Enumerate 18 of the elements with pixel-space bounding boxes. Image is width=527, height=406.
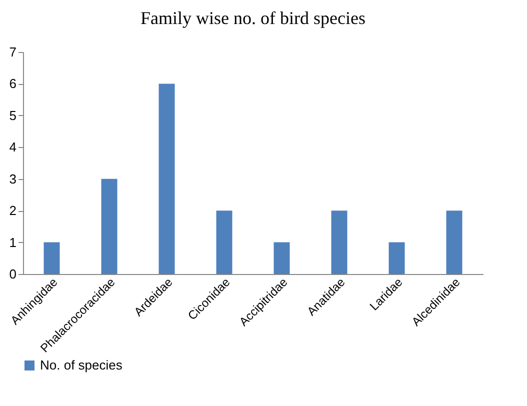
- bar: [101, 178, 118, 274]
- bar: [331, 210, 348, 274]
- y-tick-label: 7: [9, 44, 16, 60]
- y-tick-label: 4: [9, 140, 16, 155]
- chart-title: Family wise no. of bird species: [140, 8, 366, 28]
- bar: [446, 210, 462, 274]
- bar: [216, 210, 232, 274]
- bar: [388, 242, 405, 274]
- y-tick-label: 2: [9, 203, 16, 218]
- y-tick-label: 1: [9, 234, 16, 250]
- bar: [158, 84, 175, 274]
- bar: [44, 242, 60, 274]
- bar: [274, 242, 290, 274]
- y-tick-label: 0: [9, 266, 16, 282]
- y-tick-label: 5: [9, 108, 16, 123]
- y-tick-label: 6: [9, 76, 16, 92]
- y-tick-label: 3: [9, 171, 16, 186]
- legend-label: No. of species: [40, 358, 123, 372]
